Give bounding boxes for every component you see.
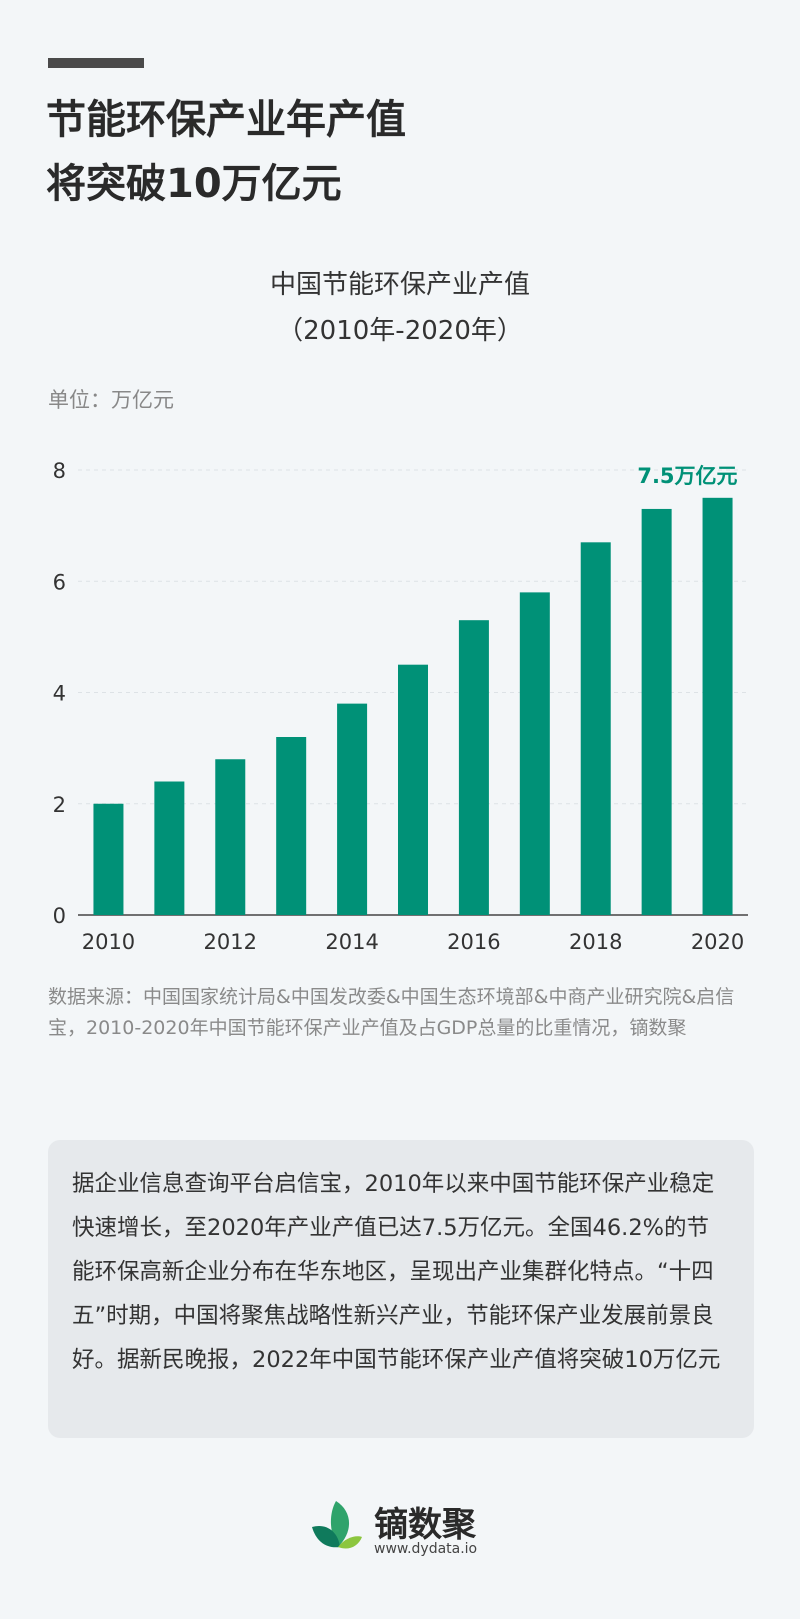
chart-title-line-2: （2010年-2020年） xyxy=(277,316,523,346)
bar-2010 xyxy=(93,803,124,915)
bar-2016 xyxy=(458,620,489,915)
bar-2012 xyxy=(215,759,246,915)
bar-2014 xyxy=(337,703,368,915)
bar-2013 xyxy=(276,737,307,915)
x-tick-label: 2010 xyxy=(82,930,135,954)
y-tick-label: 0 xyxy=(53,904,66,928)
value-annotation: 7.5万亿元 xyxy=(637,464,737,488)
y-tick-label: 2 xyxy=(53,793,66,817)
y-tick-label: 4 xyxy=(53,682,66,706)
brand-logo: 镝数聚 www.dydata.io xyxy=(308,1497,508,1557)
bar-chart: 0 2 4 6 8 2010 2012 2014 2016 2018 2020 7.5万亿元 xyxy=(53,459,748,954)
bar-2015 xyxy=(398,664,428,915)
brand-name: 镝数聚 xyxy=(374,1505,476,1545)
summary-text: 据企业信息查询平台启信宝，2010年以来中国节能环保产业稳定快速增长，至2020… xyxy=(72,1171,721,1373)
x-tick-label: 2016 xyxy=(447,930,500,954)
leaf-logo-icon xyxy=(312,1501,362,1549)
chart-title: 中国节能环保产业产值 （2010年-2020年） xyxy=(0,262,800,354)
y-tick-label: 6 xyxy=(53,570,66,594)
headline-line-1: 节能环保产业年产值 xyxy=(46,97,406,143)
x-tick-label: 2014 xyxy=(325,930,378,954)
unit-label: 单位：万亿元 xyxy=(48,388,174,412)
source-note: 数据来源：中国国家统计局&中国发改委&中国生态环境部&中商产业研究院&启信宝，2… xyxy=(48,986,735,1039)
bar-2019 xyxy=(641,508,672,915)
bar-2020 xyxy=(702,497,733,915)
summary-card: 据企业信息查询平台启信宝，2010年以来中国节能环保产业稳定快速增长，至2020… xyxy=(48,1140,754,1438)
bar-2017 xyxy=(519,592,550,915)
x-tick-label: 2018 xyxy=(569,930,622,954)
x-tick-label: 2020 xyxy=(691,930,744,954)
title-accent-bar xyxy=(48,58,144,68)
headline: 节能环保产业年产值 将突破10万亿元 xyxy=(46,88,406,216)
brand-url: www.dydata.io xyxy=(374,1541,478,1557)
bar-2018 xyxy=(580,542,611,915)
headline-line-2: 将突破10万亿元 xyxy=(46,161,342,207)
x-tick-label: 2012 xyxy=(204,930,257,954)
chart-title-line-1: 中国节能环保产业产值 xyxy=(269,270,530,300)
y-tick-label: 8 xyxy=(53,459,66,483)
bar-2011 xyxy=(154,781,185,915)
